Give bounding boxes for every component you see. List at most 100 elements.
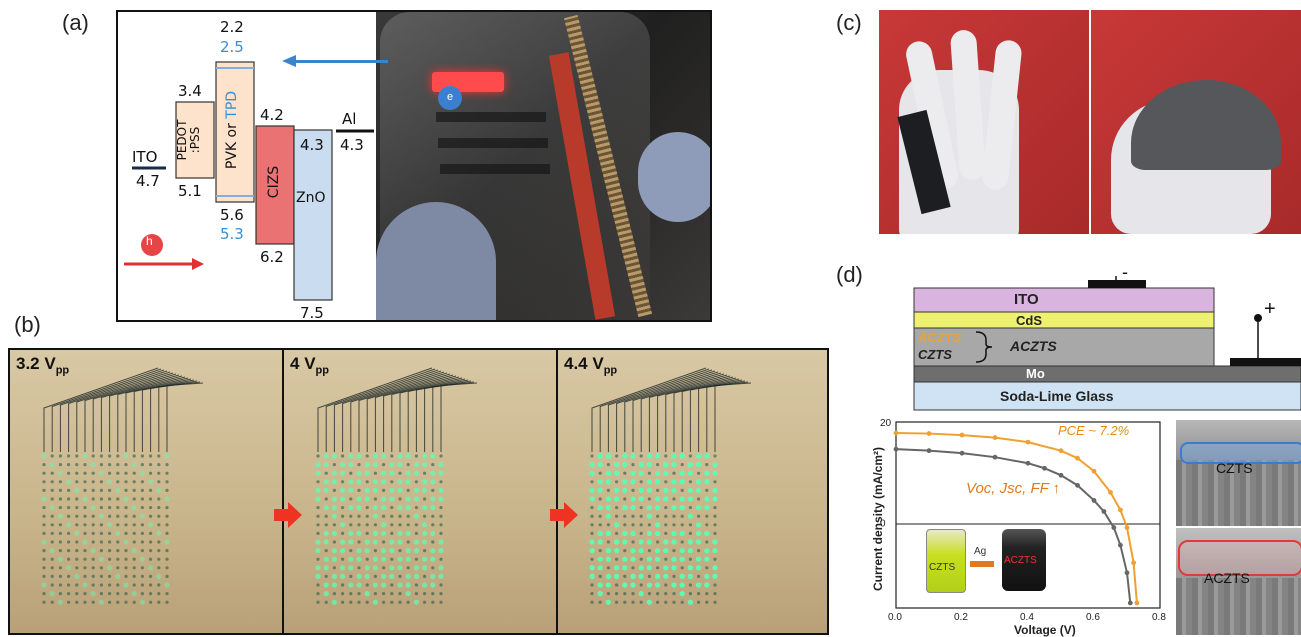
oled-pixel [405,470,411,476]
oled-pixel [704,573,710,579]
oled-pixel [381,453,387,459]
oled-pixel [671,530,677,536]
pvk-top-value: 2.2 [220,18,244,36]
oled-pixel [704,530,710,536]
series-point-0 [1118,507,1123,513]
oled-pixel [438,548,444,554]
oled-pixel [422,479,428,485]
oled-pixel [140,488,144,492]
oled-pixel [630,496,636,502]
oled-pixel [713,523,717,527]
oled-pixel [646,462,653,468]
electron-circle: e [438,86,462,110]
oled-pixel [406,566,410,570]
oled-pixel [132,514,136,518]
stack-mo-label: Mo [1026,366,1045,381]
oled-pixel [372,539,378,545]
x-tick-label: 0.4 [1020,612,1034,623]
oled-pixel [390,531,394,535]
oled-pixel [598,497,602,501]
oled-pixel [615,592,619,596]
oled-pixel [75,471,79,475]
oled-pixel [340,573,346,579]
oled-pixel [589,496,595,502]
zno-top-value: 4.3 [300,136,324,154]
oled-pixel [99,540,103,544]
oled-pixel [50,488,54,492]
oled-pixel [156,487,162,493]
oled-pixel [332,592,336,596]
oled-pixel [364,573,370,579]
series-point-1 [893,446,899,452]
oled-trace [317,367,433,452]
oled-pixel [697,471,701,475]
oled-pixel [99,506,103,510]
glass-layer [913,381,1301,411]
oled-pixel [124,471,128,475]
oled-pixel [655,496,661,502]
oled-pixel [697,549,701,553]
oled-pixel [91,497,95,501]
oled-pixel [430,453,436,459]
oled-pixel [622,505,628,511]
oled-pixel [390,480,394,484]
oled-pixel [364,462,370,468]
oled-pixel [132,488,136,492]
oled-pixel [99,592,103,596]
sem-czts: CZTS [1176,420,1301,526]
oled-pixel [99,583,103,587]
oled-pixel [590,583,594,587]
oled-pixel [590,454,594,458]
oled-pixel [405,582,411,588]
oled-pixel [687,539,694,545]
voltage-3-value: 4.4 [564,354,588,373]
oled-pixel [630,470,636,476]
oled-trace [706,381,749,452]
oled-pixel [42,592,46,596]
oled-pixel [438,573,444,579]
oled-pixel [614,548,620,554]
oled-pixel [615,454,619,458]
oled-pixel [372,582,378,588]
oled-pixel [98,513,104,519]
oled-pixel [140,583,144,587]
oled-pixel [664,523,668,527]
oled-pixel [348,556,354,562]
oled-pixel [438,462,444,468]
oled-pixel [67,531,71,535]
hole-arrow [192,258,204,270]
cizs-label: CIZS [266,165,282,199]
oled-trace [432,381,475,452]
oled-pixel [663,565,669,571]
oled-pixel [75,540,79,544]
oled-pixel [655,479,661,485]
oled-pixel [116,583,120,587]
pedot-label: PEDOT :PSS [175,119,202,161]
oled-pixel [672,514,676,518]
oled-pixel [589,539,595,545]
oled-pixel [597,462,603,468]
oled-pixel [672,549,676,553]
series-point-0 [1124,525,1130,530]
oled-pixel [639,583,643,587]
oled-pixel [124,566,128,570]
oled-pixel [605,470,612,476]
oled-pixel [140,497,144,501]
oled-pixel [713,592,717,596]
oled-pixel [341,583,345,587]
oled-pixel [357,514,361,518]
series-point-1 [959,450,965,456]
oled-pixel [42,488,46,492]
oled-device-photo [376,12,710,320]
oled-pixel [365,506,369,510]
oled-pixel [91,514,95,518]
oled-pixel [67,592,71,596]
oled-pixel [99,566,103,570]
oled-trace [440,382,478,452]
oled-pixel [365,480,369,484]
oled-pixel [364,496,370,502]
oled-pixel [91,471,95,475]
oled-pixel [108,463,112,467]
oled-pixel [108,514,112,518]
oled-pixel [323,565,329,571]
